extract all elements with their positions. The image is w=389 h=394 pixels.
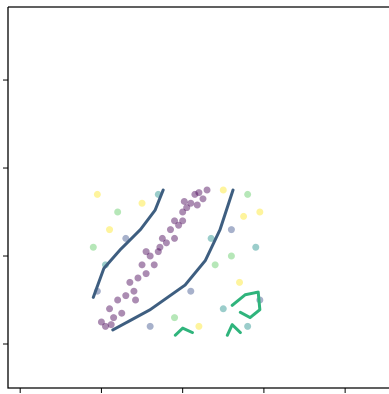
- scatter-point: [154, 248, 162, 256]
- scatter-point: [256, 208, 264, 216]
- scatter-point: [195, 322, 203, 330]
- contour-line: [91, 188, 165, 299]
- scatter-point: [179, 217, 187, 225]
- scatter-point: [158, 234, 166, 242]
- scatter-point: [134, 274, 142, 282]
- scatter-point: [118, 309, 126, 317]
- scatter-point: [150, 261, 158, 269]
- scatter-point: [219, 186, 227, 194]
- scatter-point: [101, 322, 109, 330]
- scatter-point: [195, 189, 203, 197]
- scatter-point: [211, 261, 219, 269]
- scatter-point: [110, 314, 118, 322]
- scatter-point: [130, 287, 138, 295]
- scatter-point: [236, 278, 244, 286]
- scatter-point: [142, 270, 150, 278]
- scatter-point: [138, 199, 146, 207]
- axes-frame: [7, 6, 389, 389]
- scatter-point: [122, 234, 130, 242]
- scatter-point: [171, 217, 179, 225]
- scatter-point: [203, 186, 211, 194]
- scatter-point: [142, 248, 150, 256]
- scatter-point: [97, 318, 105, 326]
- scatter-point: [240, 212, 248, 220]
- scatter-point: [106, 226, 114, 234]
- scatter-point: [187, 199, 195, 207]
- scatter-point: [146, 252, 154, 260]
- scatter-point: [207, 234, 215, 242]
- scatter-point: [171, 234, 179, 242]
- scatter-point: [89, 243, 97, 251]
- scatter-point: [126, 278, 134, 286]
- scatter-point: [193, 201, 201, 209]
- scatter-point: [219, 305, 227, 313]
- scatter-point: [132, 296, 140, 304]
- contour-line: [230, 290, 262, 320]
- scatter-point: [180, 197, 188, 205]
- plot-area: [89, 186, 264, 337]
- contour-line: [111, 188, 235, 332]
- scatter-point: [175, 221, 183, 229]
- scatter-point: [179, 208, 187, 216]
- scatter-point: [227, 252, 235, 260]
- scatter-point: [252, 243, 260, 251]
- scatter-point: [171, 314, 179, 322]
- scatter-point: [187, 287, 195, 295]
- scatter-point: [191, 190, 199, 198]
- scatter-point: [166, 226, 174, 234]
- scatter-point: [146, 322, 154, 330]
- scatter-point: [244, 322, 252, 330]
- scatter-point: [244, 190, 252, 198]
- scatter-point: [107, 321, 115, 329]
- scatter-point: [156, 243, 164, 251]
- scatter-point: [138, 261, 146, 269]
- scatter-point: [162, 239, 170, 247]
- scatter-point: [93, 190, 101, 198]
- scatter-point: [199, 195, 207, 203]
- scatter-point: [122, 292, 130, 300]
- scatter-point: [114, 208, 122, 216]
- scatter-point: [227, 226, 235, 234]
- scatter-point: [114, 296, 122, 304]
- scatter-point: [183, 204, 191, 212]
- scatter-point: [106, 305, 114, 313]
- contour-line: [173, 326, 194, 337]
- contour-line: [225, 323, 242, 337]
